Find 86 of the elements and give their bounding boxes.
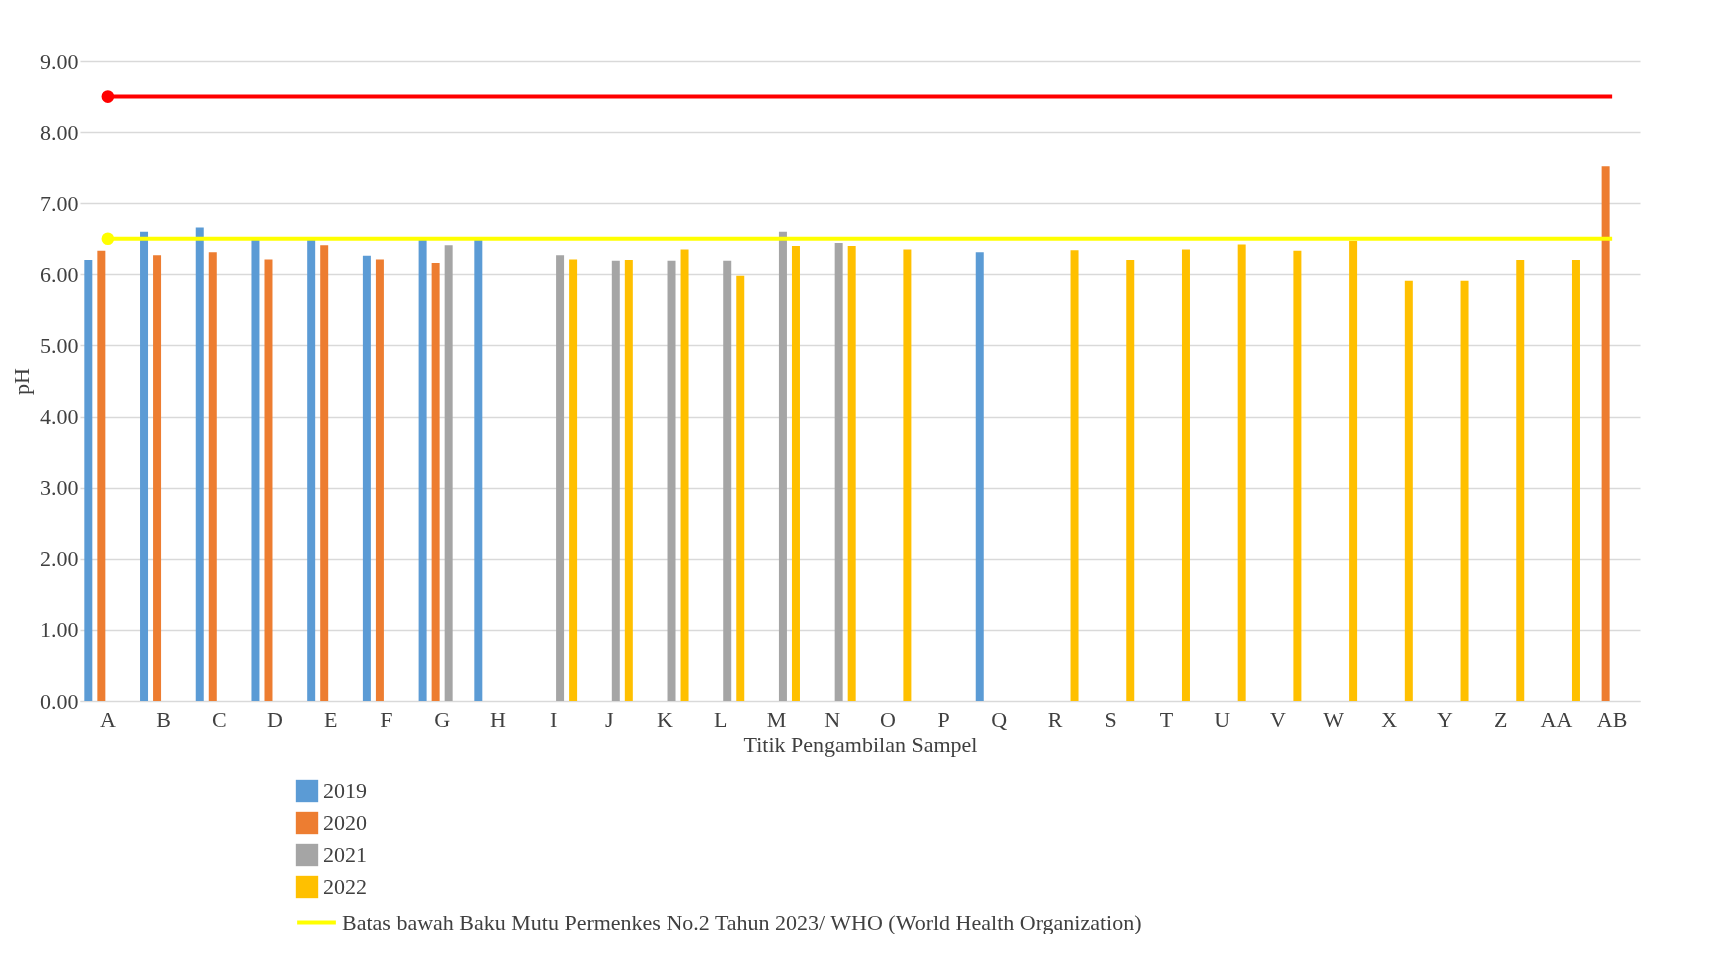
bar — [1293, 250, 1302, 701]
y-tick-label: 4.00 — [40, 404, 79, 430]
x-tick-label: H — [489, 706, 506, 732]
bar — [474, 238, 483, 701]
bar — [1237, 244, 1246, 701]
bar — [1181, 249, 1190, 701]
x-axis-title: Titik Pengambilan Sampel — [743, 731, 978, 757]
bar — [208, 252, 217, 701]
bar — [834, 243, 843, 701]
bar — [444, 245, 453, 701]
bar — [1126, 260, 1135, 701]
legend-label: 2021 — [323, 842, 367, 867]
x-tick-label: X — [1381, 706, 1398, 732]
legend-label: 2019 — [323, 778, 367, 803]
x-tick-label: D — [267, 706, 283, 732]
x-tick-label: M — [766, 706, 787, 732]
x-tick-label: U — [1214, 706, 1231, 732]
bar — [624, 260, 633, 701]
bar — [1404, 280, 1413, 701]
legend-label: 2022 — [323, 874, 367, 899]
x-tick-label: J — [605, 706, 614, 732]
y-tick-label: 2.00 — [40, 546, 79, 572]
bar — [362, 255, 371, 701]
x-tick-label: V — [1269, 706, 1286, 732]
bar — [431, 262, 440, 701]
y-tick-label: 8.00 — [40, 119, 79, 145]
x-tick-label: I — [549, 706, 558, 732]
bar — [1516, 260, 1525, 701]
bar — [569, 259, 578, 701]
bar — [97, 250, 106, 701]
bar — [723, 260, 732, 701]
bar — [611, 260, 620, 701]
legend-label: 2020 — [323, 810, 367, 835]
bar — [375, 259, 384, 701]
x-tick-label: F — [380, 706, 393, 732]
bar — [903, 249, 912, 701]
x-tick-label: C — [211, 706, 227, 732]
bar — [667, 260, 676, 701]
bar — [251, 238, 260, 701]
x-tick-label: P — [937, 706, 950, 732]
y-tick-label: 3.00 — [40, 475, 79, 501]
y-tick-label: 6.00 — [40, 261, 79, 287]
x-tick-label: B — [156, 706, 171, 732]
bar — [778, 231, 787, 701]
bar — [84, 260, 93, 701]
y-tick-label: 0.00 — [40, 688, 79, 714]
bar — [1349, 240, 1358, 701]
x-tick-label: AB — [1596, 706, 1628, 732]
bar — [1571, 260, 1580, 701]
y-axis-title: pH — [9, 367, 34, 395]
bar — [975, 252, 984, 701]
y-tick-label: 9.00 — [40, 48, 79, 74]
bar — [195, 227, 204, 701]
bar — [1601, 166, 1610, 701]
bar — [418, 238, 427, 701]
x-tick-label: W — [1323, 706, 1345, 732]
legend-label: Batas bawah Baku Mutu Permenkes No.2 Tahun 2023/ WHO (World Health Organization) — [342, 909, 1142, 935]
x-tick-label: AA — [1540, 706, 1573, 732]
x-tick-label: T — [1159, 706, 1174, 732]
x-tick-label: G — [434, 706, 451, 732]
bar — [1070, 250, 1079, 701]
x-tick-label: N — [824, 706, 841, 732]
x-tick-label: R — [1047, 706, 1063, 732]
bar — [140, 231, 149, 701]
bar — [791, 245, 800, 701]
x-tick-label: O — [879, 706, 896, 732]
bar — [1460, 280, 1469, 701]
bar — [680, 249, 689, 701]
y-tick-label: 7.00 — [40, 190, 79, 216]
bar — [307, 238, 316, 701]
x-tick-label: Z — [1493, 706, 1508, 732]
x-tick-label: Y — [1437, 706, 1454, 732]
bar — [320, 245, 329, 701]
x-tick-label: L — [713, 706, 728, 732]
x-tick-label: E — [323, 706, 338, 732]
x-tick-label: K — [657, 706, 674, 732]
y-tick-label: 1.00 — [40, 617, 79, 643]
bar — [264, 259, 273, 701]
bar — [847, 245, 856, 701]
bar — [556, 255, 565, 701]
x-tick-label: A — [99, 706, 116, 732]
x-tick-label: S — [1104, 706, 1117, 732]
bar — [736, 275, 745, 701]
x-tick-label: Q — [991, 706, 1008, 732]
bar — [153, 255, 162, 701]
y-tick-label: 5.00 — [40, 332, 79, 358]
